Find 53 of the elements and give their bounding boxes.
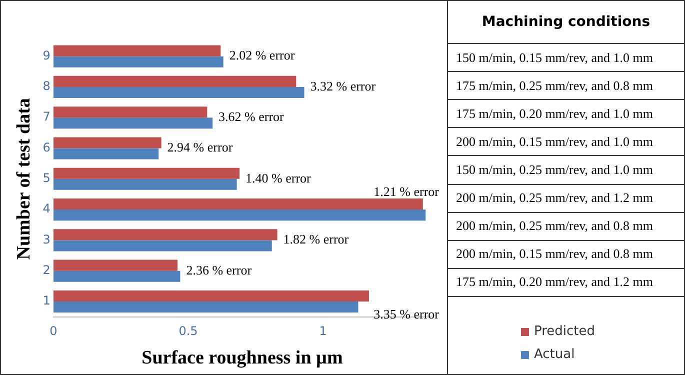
annotation: 3.35 % error xyxy=(374,306,440,322)
annotation: 2.36 % error xyxy=(186,262,252,278)
bar xyxy=(53,210,426,221)
annotation: 1.21 % error xyxy=(374,184,440,200)
x-tick-label: 1 xyxy=(319,324,327,338)
bar xyxy=(53,178,237,190)
bar xyxy=(53,137,162,148)
x-tick-label: 0.5 xyxy=(178,324,198,338)
annotation: 3.62 % error xyxy=(218,109,285,124)
annotation: 3.32 % error xyxy=(310,78,376,94)
bar xyxy=(53,270,180,282)
bar xyxy=(53,118,213,129)
annotation: 1.40 % error xyxy=(246,170,312,186)
text: 200 m/min, 0.15 mm/rev, and 1.0 mm xyxy=(448,127,684,156)
y-axis-title: Number of test data xyxy=(13,98,34,260)
text: 200 m/min, 0.15 mm/rev, and 0.8 mm xyxy=(448,240,684,268)
bar xyxy=(53,56,224,68)
bar xyxy=(53,290,369,302)
bar xyxy=(53,45,221,56)
y-tick-label: 2 xyxy=(42,262,50,277)
bar xyxy=(53,229,278,240)
text: 150 m/min, 0.25 mm/rev, and 1.0 mm xyxy=(448,155,684,184)
bar xyxy=(53,240,272,252)
bar xyxy=(53,148,159,160)
legend-label: Actual xyxy=(533,347,576,362)
bar xyxy=(53,260,178,271)
annotation: 2.94 % error xyxy=(167,140,234,155)
x-axis-title: Surface roughness in µm xyxy=(142,348,343,369)
text: Machining conditions xyxy=(480,13,652,32)
annotation: 1.82 % error xyxy=(283,232,350,247)
text: 200 m/min, 0.25 mm/rev, and 1.2 mm xyxy=(448,184,684,212)
y-tick-label: 3 xyxy=(42,232,50,246)
bar xyxy=(53,198,423,210)
y-tick-label: 5 xyxy=(42,171,50,186)
y-tick-label: 9 xyxy=(42,48,50,62)
annotation: 2.02 % error xyxy=(229,48,296,63)
text: 150 m/min, 0.15 mm/rev, and 1.0 mm xyxy=(448,43,684,72)
bar xyxy=(53,106,208,118)
y-tick-label: 4 xyxy=(42,202,50,216)
text: 175 m/min, 0.25 mm/rev, and 0.8 mm xyxy=(448,71,684,100)
bar xyxy=(53,86,304,98)
x-tick-label: 0 xyxy=(50,324,58,338)
legend-label: Predicted xyxy=(533,324,596,339)
bar xyxy=(53,76,296,87)
bar xyxy=(53,168,240,179)
bar xyxy=(53,301,358,313)
y-tick-label: 6 xyxy=(42,140,50,154)
text: 175 m/min, 0.20 mm/rev, and 1.2 mm xyxy=(448,268,684,296)
y-tick-label: 8 xyxy=(42,79,50,94)
text: 200 m/min, 0.25 mm/rev, and 0.8 mm xyxy=(448,212,684,240)
y-tick-label: 7 xyxy=(42,110,50,124)
text: 175 m/min, 0.20 mm/rev, and 1.0 mm xyxy=(448,99,684,128)
y-tick-label: 1 xyxy=(42,294,50,308)
